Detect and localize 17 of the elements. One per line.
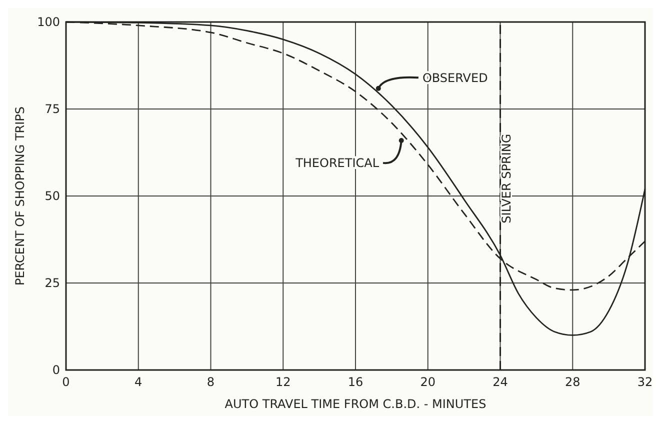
y-tick-label: 75 <box>44 102 60 116</box>
x-tick-label: 12 <box>275 375 291 389</box>
x-tick-label: 16 <box>348 375 364 389</box>
x-tick-label: 20 <box>420 375 436 389</box>
y-axis-title: PERCENT OF SHOPPING TRIPS <box>13 106 27 286</box>
y-tick-label: 100 <box>37 15 60 30</box>
y-tick-label: 25 <box>44 276 60 290</box>
x-tick-label: 24 <box>492 375 508 389</box>
y-tick-label: 0 <box>52 363 60 378</box>
x-tick-label: 4 <box>134 375 142 389</box>
x-tick-label: 8 <box>206 375 215 389</box>
y-tick-label: 50 <box>44 189 60 204</box>
x-tick-label: 0 <box>62 375 70 389</box>
x-tick-label: 28 <box>564 375 580 389</box>
x-axis-title: AUTO TRAVEL TIME FROM C.B.D. - MINUTES <box>224 397 486 411</box>
ref-line-label: SILVER SPRING <box>499 134 514 224</box>
x-tick-label: 32 <box>637 375 653 389</box>
